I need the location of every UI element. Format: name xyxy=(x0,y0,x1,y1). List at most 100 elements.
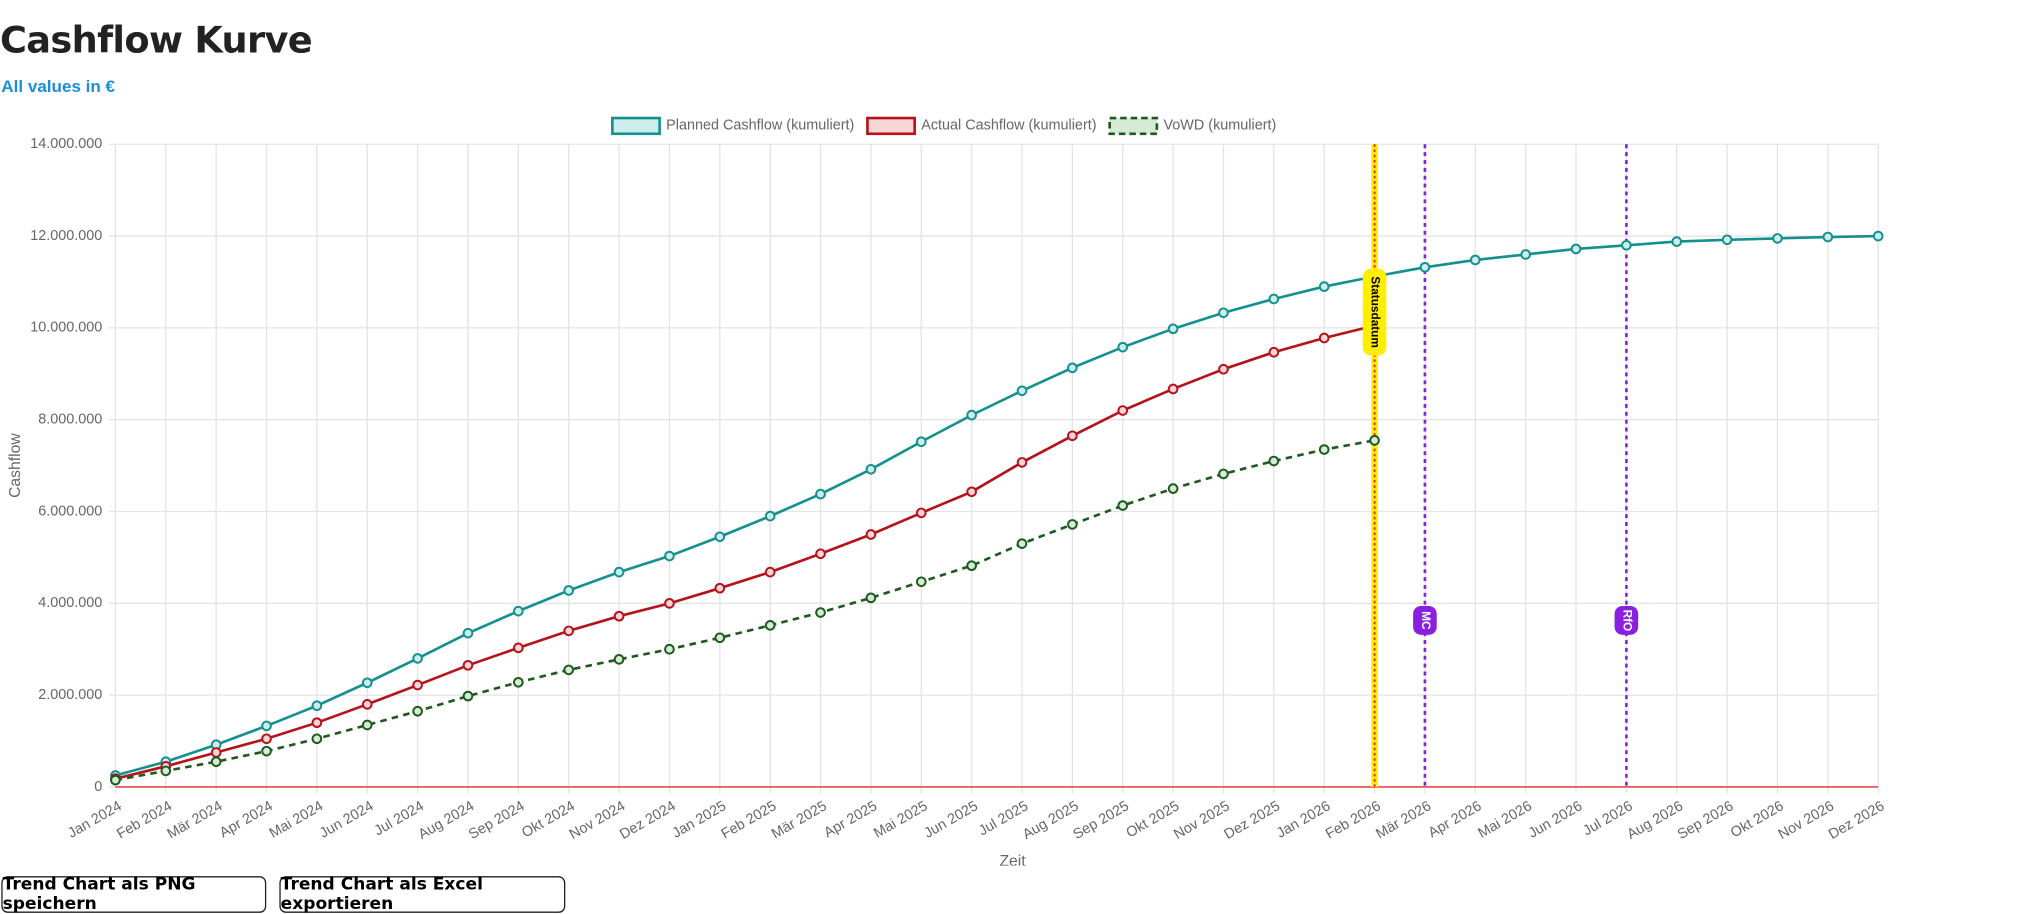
data-point xyxy=(1218,468,1229,480)
x-tick-label: Dez 2024 xyxy=(617,798,678,843)
data-point xyxy=(664,598,675,609)
data-point xyxy=(361,719,373,731)
data-point xyxy=(966,409,977,421)
x-tick-label: Aug 2024 xyxy=(416,798,477,843)
data-point xyxy=(1167,323,1179,335)
x-tick-label: Dez 2026 xyxy=(1826,798,1887,843)
data-point xyxy=(613,654,625,665)
data-point xyxy=(1167,383,1179,395)
data-point xyxy=(1067,362,1078,374)
data-point xyxy=(664,643,675,655)
data-point xyxy=(261,733,272,745)
data-point xyxy=(361,699,373,710)
y-tick-label: 10.000.000 xyxy=(30,320,102,336)
data-point xyxy=(764,620,776,631)
data-point xyxy=(1067,519,1078,530)
subtitle: All values in € xyxy=(1,76,116,96)
x-tick-label: Mär 2025 xyxy=(769,798,830,842)
x-tick-label: Mai 2026 xyxy=(1475,798,1534,841)
data-point xyxy=(1218,307,1229,319)
x-tick-label: Jan 2025 xyxy=(670,798,729,841)
data-point xyxy=(1167,483,1179,494)
x-tick-label: Sep 2025 xyxy=(1070,798,1131,843)
data-point xyxy=(1117,341,1129,353)
page-title: Cashflow Kurve xyxy=(0,18,313,62)
data-point xyxy=(462,690,474,702)
legend-swatch xyxy=(611,116,661,136)
data-point xyxy=(1318,281,1330,292)
x-tick-label: Dez 2025 xyxy=(1222,798,1283,843)
data-point xyxy=(412,705,423,717)
y-tick-label: 14.000.000 xyxy=(30,136,102,152)
x-tick-label: Jan 2024 xyxy=(65,798,124,841)
x-tick-label: Aug 2025 xyxy=(1020,798,1081,843)
legend-swatch xyxy=(866,116,916,136)
annotation-box xyxy=(1413,605,1437,635)
annotation-box xyxy=(1614,605,1639,635)
x-tick-label: Feb 2026 xyxy=(1323,798,1384,842)
y-tick-label: 4.000.000 xyxy=(38,595,102,611)
data-point xyxy=(311,700,323,712)
x-tick-label: Jan 2026 xyxy=(1274,798,1333,841)
data-point xyxy=(1268,346,1280,358)
data-point xyxy=(1318,332,1330,344)
annotation-label: MC xyxy=(1419,611,1433,630)
data-point xyxy=(1671,236,1683,247)
data-point xyxy=(1117,405,1129,416)
x-axis-label: Zeit xyxy=(999,853,1026,866)
data-point xyxy=(815,607,826,618)
data-point xyxy=(1872,230,1884,242)
legend-label: Planned Cashflow (kumuliert) xyxy=(666,118,854,134)
annotation-box xyxy=(1362,268,1387,356)
data-point xyxy=(613,566,625,578)
series-line xyxy=(115,439,1375,782)
data-point xyxy=(513,676,524,688)
y-tick-label: 0 xyxy=(94,779,102,795)
x-tick-label: Jun 2024 xyxy=(317,798,376,841)
data-point xyxy=(1016,457,1028,468)
data-point xyxy=(1772,233,1783,244)
y-axis-label: Cashflow xyxy=(7,433,24,498)
data-point xyxy=(1218,363,1229,375)
data-point xyxy=(1469,254,1481,266)
data-point xyxy=(412,653,423,664)
data-point xyxy=(1721,234,1733,246)
annotation-label: RfO xyxy=(1620,610,1634,632)
data-point xyxy=(210,747,222,758)
png-button[interactable]: Trend Chart als PNG speichern xyxy=(1,875,267,914)
data-point xyxy=(714,582,726,594)
data-point xyxy=(915,436,927,448)
data-point xyxy=(764,566,776,578)
data-point xyxy=(563,664,575,676)
x-tick-label: Mär 2024 xyxy=(165,798,226,842)
data-point xyxy=(311,733,323,745)
data-point xyxy=(865,592,877,604)
data-point xyxy=(361,677,373,689)
data-point xyxy=(865,463,877,475)
data-point xyxy=(1268,293,1280,305)
data-point xyxy=(110,774,121,786)
data-point xyxy=(311,717,323,729)
data-point xyxy=(613,610,625,622)
x-tick-label: Sep 2026 xyxy=(1675,798,1736,843)
data-point xyxy=(1016,538,1028,549)
x-tick-label: Apr 2026 xyxy=(1426,798,1485,841)
data-point xyxy=(261,720,272,732)
legend: Planned Cashflow (kumuliert) Actual Cashf… xyxy=(611,116,1276,136)
y-tick-label: 8.000.000 xyxy=(38,412,102,428)
data-point xyxy=(563,585,575,596)
data-point xyxy=(261,745,272,757)
data-point xyxy=(1268,455,1280,467)
x-tick-label: Mär 2026 xyxy=(1373,798,1434,842)
data-point xyxy=(966,486,977,498)
excel-button[interactable]: Trend Chart als Excel exportieren xyxy=(279,875,566,914)
x-tick-label: Jun 2026 xyxy=(1526,798,1585,841)
data-point xyxy=(513,605,524,617)
y-tick-label: 2.000.000 xyxy=(38,687,102,703)
x-tick-label: Sep 2024 xyxy=(466,798,527,843)
data-point xyxy=(462,627,474,639)
x-tick-label: Apr 2025 xyxy=(821,798,880,841)
y-tick-label: 6.000.000 xyxy=(38,503,102,519)
data-point xyxy=(1520,249,1531,260)
data-point xyxy=(865,529,877,540)
